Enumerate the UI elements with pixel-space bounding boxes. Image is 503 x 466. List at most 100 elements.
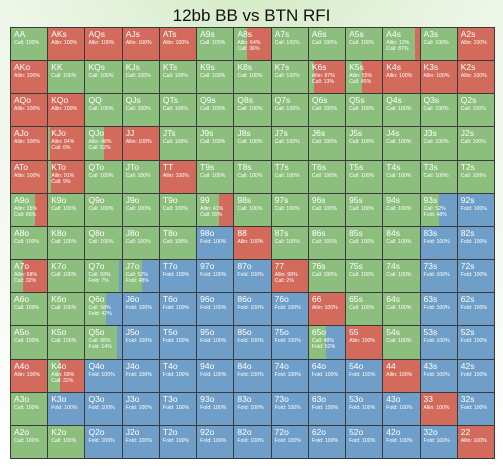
hand-cell[interactable]: 32o Fold: 100% <box>420 425 457 458</box>
hand-cell[interactable]: J6o Fold: 100% <box>122 293 159 326</box>
hand-cell[interactable]: J7o Call: 52% Fold: 48% <box>122 260 159 293</box>
hand-cell[interactable]: K2o Call: 100% <box>48 425 85 458</box>
hand-cell[interactable]: Q4s Call: 100% <box>383 94 420 127</box>
hand-cell[interactable]: T4o Fold: 100% <box>159 359 197 392</box>
hand-cell[interactable]: Q8s Call: 100% <box>234 94 271 127</box>
hand-cell[interactable]: T6o Fold: 100% <box>159 293 197 326</box>
hand-cell[interactable]: K7s Call: 100% <box>271 61 308 94</box>
hand-cell[interactable]: 63s Fold: 100% <box>420 293 457 326</box>
hand-cell[interactable]: 55 Allin: 100% <box>346 326 383 359</box>
hand-cell[interactable]: Q6s Call: 100% <box>308 94 346 127</box>
hand-cell[interactable]: 85o Fold: 100% <box>234 326 271 359</box>
hand-cell[interactable]: 64s Call: 100% <box>383 293 420 326</box>
hand-cell[interactable]: AA Call: 100% <box>11 28 48 61</box>
hand-cell[interactable]: A2s Allin: 100% <box>457 28 494 61</box>
hand-cell[interactable]: 76o Fold: 100% <box>271 293 308 326</box>
hand-cell[interactable]: JJ Allin: 100% <box>122 127 159 160</box>
hand-cell[interactable]: 98s Call: 100% <box>234 193 271 226</box>
hand-cell[interactable]: J6s Call: 100% <box>308 127 346 160</box>
hand-cell[interactable]: 86o Fold: 100% <box>234 293 271 326</box>
hand-cell[interactable]: TT Allin: 100% <box>159 160 197 193</box>
hand-cell[interactable]: T8o Call: 100% <box>159 226 197 260</box>
hand-cell[interactable]: 92s Fold: 100% <box>457 193 494 226</box>
hand-cell[interactable]: K4s Allin: 100% <box>383 61 420 94</box>
hand-cell[interactable]: 92o Fold: 100% <box>197 425 234 458</box>
hand-cell[interactable]: K6s Allin: 87% Call: 13% <box>308 61 346 94</box>
hand-cell[interactable]: 83s Fold: 100% <box>420 226 457 260</box>
hand-cell[interactable]: A7o Allin: 68% Call: 32% <box>11 260 48 293</box>
hand-cell[interactable]: A6s Call: 100% <box>308 28 346 61</box>
hand-cell[interactable]: T3s Call: 100% <box>420 160 457 193</box>
hand-cell[interactable]: 93o Fold: 100% <box>197 392 234 425</box>
hand-cell[interactable]: T9o Call: 100% <box>159 193 197 226</box>
hand-cell[interactable]: AQo Allin: 100% <box>11 94 48 127</box>
hand-cell[interactable]: J2s Call: 100% <box>457 127 494 160</box>
hand-cell[interactable]: T4s Call: 100% <box>383 160 420 193</box>
hand-cell[interactable]: Q8o Call: 100% <box>85 226 122 260</box>
hand-cell[interactable]: 43o Fold: 100% <box>383 392 420 425</box>
hand-cell[interactable]: KJo Allin: 94% Call: 6% <box>48 127 85 160</box>
hand-cell[interactable]: 42s Fold: 100% <box>457 359 494 392</box>
hand-cell[interactable]: Q2s Call: 100% <box>457 94 494 127</box>
hand-cell[interactable]: QTo Call: 100% <box>85 160 122 193</box>
hand-cell[interactable]: 73o Fold: 100% <box>271 392 308 425</box>
hand-cell[interactable]: 63o Fold: 100% <box>308 392 346 425</box>
hand-cell[interactable]: KTo Allin: 91% Call: 9% <box>48 160 85 193</box>
hand-cell[interactable]: T5o Fold: 100% <box>159 326 197 359</box>
hand-cell[interactable]: A4s Allin: 13% Call: 87% <box>383 28 420 61</box>
hand-cell[interactable]: 42o Fold: 100% <box>383 425 420 458</box>
hand-cell[interactable]: 83o Fold: 100% <box>234 392 271 425</box>
hand-cell[interactable]: ATs Allin: 100% <box>159 28 197 61</box>
hand-cell[interactable]: 76s Call: 100% <box>308 260 346 293</box>
hand-cell[interactable]: T7o Fold: 100% <box>159 260 197 293</box>
hand-cell[interactable]: Q5o Call: 86% Fold: 14% <box>85 326 122 359</box>
hand-cell[interactable]: JTs Call: 100% <box>159 127 197 160</box>
hand-cell[interactable]: KK Call: 100% <box>48 61 85 94</box>
hand-cell[interactable]: AQs Allin: 100% <box>85 28 122 61</box>
hand-cell[interactable]: 93s Call: 52% Fold: 48% <box>420 193 457 226</box>
hand-cell[interactable]: 95o Fold: 100% <box>197 326 234 359</box>
hand-cell[interactable]: 87o Fold: 100% <box>234 260 271 293</box>
hand-cell[interactable]: 54s Call: 100% <box>383 326 420 359</box>
hand-cell[interactable]: 85s Call: 100% <box>346 226 383 260</box>
hand-cell[interactable]: 62s Fold: 100% <box>457 293 494 326</box>
hand-cell[interactable]: 74o Fold: 100% <box>271 359 308 392</box>
hand-cell[interactable]: QTs Call: 100% <box>159 94 197 127</box>
hand-cell[interactable]: AJo Allin: 100% <box>11 127 48 160</box>
hand-cell[interactable]: Q6o Call: 58% Fold: 42% <box>85 293 122 326</box>
hand-cell[interactable]: 72s Fold: 100% <box>457 260 494 293</box>
hand-cell[interactable]: 54o Fold: 100% <box>346 359 383 392</box>
hand-cell[interactable]: J4o Fold: 100% <box>122 359 159 392</box>
hand-cell[interactable]: 22 Allin: 100% <box>457 425 494 458</box>
hand-cell[interactable]: T2o Fold: 100% <box>159 425 197 458</box>
hand-cell[interactable]: K3s Allin: 100% <box>420 61 457 94</box>
hand-cell[interactable]: J3o Fold: 100% <box>122 392 159 425</box>
hand-cell[interactable]: K3o Fold: 100% <box>48 392 85 425</box>
hand-cell[interactable]: A9o Allin: 35% Call: 65% <box>11 193 48 226</box>
hand-cell[interactable]: K5s Allin: 55% Call: 45% <box>346 61 383 94</box>
hand-cell[interactable]: K5o Call: 100% <box>48 326 85 359</box>
hand-cell[interactable]: J5s Call: 100% <box>346 127 383 160</box>
hand-cell[interactable]: 99 Allin: 41% Call: 59% <box>197 193 234 226</box>
hand-cell[interactable]: 82o Fold: 100% <box>234 425 271 458</box>
hand-cell[interactable]: 95s Call: 100% <box>346 193 383 226</box>
hand-cell[interactable]: A4o Allin: 100% <box>11 359 48 392</box>
hand-cell[interactable]: 53o Fold: 100% <box>346 392 383 425</box>
hand-cell[interactable]: 84o Fold: 100% <box>234 359 271 392</box>
hand-cell[interactable]: 65o Call: 48% Fold: 52% <box>308 326 346 359</box>
hand-cell[interactable]: 77 Allin: 98% Call: 2% <box>271 260 308 293</box>
hand-cell[interactable]: J7s Call: 100% <box>271 127 308 160</box>
hand-cell[interactable]: A8s Allin: 64% Call: 36% <box>234 28 271 61</box>
hand-cell[interactable]: 84s Call: 100% <box>383 226 420 260</box>
hand-cell[interactable]: Q2o Fold: 100% <box>85 425 122 458</box>
hand-cell[interactable]: 96o Fold: 100% <box>197 293 234 326</box>
hand-cell[interactable]: Q3o Fold: 100% <box>85 392 122 425</box>
hand-cell[interactable]: QJo Allin: 48% Call: 52% <box>85 127 122 160</box>
hand-cell[interactable]: QJs Call: 100% <box>122 94 159 127</box>
hand-cell[interactable]: A9s Call: 100% <box>197 28 234 61</box>
hand-cell[interactable]: 75o Fold: 100% <box>271 326 308 359</box>
hand-cell[interactable]: 64o Fold: 100% <box>308 359 346 392</box>
hand-cell[interactable]: J8s Call: 100% <box>234 127 271 160</box>
hand-cell[interactable]: A3o Call: 100% <box>11 392 48 425</box>
hand-cell[interactable]: KQs Call: 100% <box>85 61 122 94</box>
